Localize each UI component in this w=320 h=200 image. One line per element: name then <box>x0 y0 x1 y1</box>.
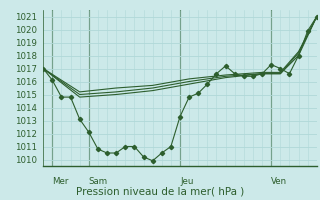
Text: Pression niveau de la mer( hPa ): Pression niveau de la mer( hPa ) <box>76 186 244 196</box>
Text: Mer: Mer <box>52 177 69 186</box>
Text: Jeu: Jeu <box>180 177 193 186</box>
Text: Ven: Ven <box>271 177 287 186</box>
Text: Sam: Sam <box>89 177 108 186</box>
